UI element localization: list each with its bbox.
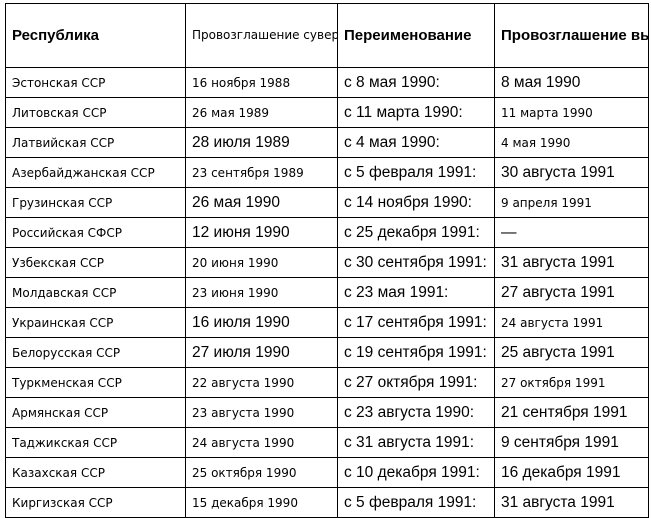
- sovereignty-date-cell: 23 сентября 1989: [185, 157, 338, 188]
- table-body: Эстонская ССР 16 ноября 1988 с 8 мая 1990:…: [5, 67, 649, 518]
- exit-date-cell: 4 мая 1990: [494, 127, 649, 158]
- renaming-cell: с 17 сентября 1991:: [337, 307, 495, 338]
- header-republic: Республика: [5, 3, 186, 68]
- exit-date-cell: 11 марта 1990: [494, 97, 649, 128]
- exit-date-cell: 16 декабря 1991: [494, 457, 649, 488]
- renaming-cell: с 31 августа 1991:: [337, 427, 495, 458]
- sovereignty-date-cell: 12 июня 1990: [185, 217, 338, 248]
- renaming-cell: с 23 августа 1990:: [337, 397, 495, 428]
- renaming-cell: с 30 сентября 1991:: [337, 247, 495, 278]
- table-row: Грузинская ССР 26 мая 1990 с 14 ноября 199…: [5, 187, 649, 218]
- republic-cell: Азербайджанская ССР: [5, 157, 186, 188]
- sovereignty-date-cell: 26 мая 1989: [185, 97, 338, 128]
- document-area: Республика Провозглашение суверенитета П…: [5, 3, 649, 518]
- exit-date-cell: 27 октября 1991: [494, 367, 649, 398]
- sovereignty-date-cell: 28 июля 1989: [185, 127, 338, 158]
- exit-date-cell: 9 апреля 1991: [494, 187, 649, 218]
- table-row: Таджикская ССР 24 августа 1990 с 31 август…: [5, 427, 649, 458]
- republic-cell: Таджикская ССР: [5, 427, 186, 458]
- republic-cell: Армянская ССР: [5, 397, 186, 428]
- republic-cell: Киргизская ССР: [5, 487, 186, 518]
- republic-cell: Молдавская ССР: [5, 277, 186, 308]
- sovereignty-date-cell: 16 июля 1990: [185, 307, 338, 338]
- table-row: Молдавская ССР 23 июня 1990 с 23 мая 1991:…: [5, 277, 649, 308]
- table-row: Узбекская ССР 20 июня 1990 с 30 сентября 1…: [5, 247, 649, 278]
- republic-cell: Литовская ССР: [5, 97, 186, 128]
- table-row: Киргизская ССР 15 декабря 1990 с 5 февраля…: [5, 487, 649, 518]
- exit-date-cell: 21 сентября 1991: [494, 397, 649, 428]
- exit-date-cell: 31 августа 1991: [494, 487, 649, 518]
- table-row: Азербайджанская ССР 23 сентября 1989 с 5 ф…: [5, 157, 649, 188]
- sovereignty-date-cell: 24 августа 1990: [185, 427, 338, 458]
- exit-date-cell: —: [494, 217, 649, 248]
- renaming-cell: с 23 мая 1991:: [337, 277, 495, 308]
- sovereignty-date-cell: 16 ноября 1988: [185, 67, 338, 98]
- republic-cell: Узбекская ССР: [5, 247, 186, 278]
- sovereignty-date-cell: 15 декабря 1990: [185, 487, 338, 518]
- exit-date-cell: 9 сентября 1991: [494, 427, 649, 458]
- republic-cell: Грузинская ССР: [5, 187, 186, 218]
- renaming-cell: с 10 декабря 1991:: [337, 457, 495, 488]
- table-row: Эстонская ССР 16 ноября 1988 с 8 мая 1990:…: [5, 67, 649, 98]
- header-renaming: Переименование: [337, 3, 495, 68]
- sovereignty-date-cell: 25 октября 1990: [185, 457, 338, 488]
- header-row: Республика Провозглашение суверенитета П…: [5, 3, 649, 68]
- republic-cell: Российская СФСР: [5, 217, 186, 248]
- sovereignty-date-cell: 23 июня 1990: [185, 277, 338, 308]
- republic-cell: Белорусская ССР: [5, 337, 186, 368]
- table-row: Российская СФСР 12 июня 1990 с 25 декабря …: [5, 217, 649, 248]
- exit-date-cell: 27 августа 1991: [494, 277, 649, 308]
- renaming-cell: с 25 декабря 1991:: [337, 217, 495, 248]
- republic-cell: Эстонская ССР: [5, 67, 186, 98]
- table-row: Армянская ССР 23 августа 1990 с 23 августа…: [5, 397, 649, 428]
- header-exit: Провозглашение выхода из состава СССР: [494, 3, 649, 68]
- header-sovereignty: Провозглашение суверенитета: [185, 3, 338, 68]
- sovereignty-date-cell: 27 июля 1990: [185, 337, 338, 368]
- exit-date-cell: 31 августа 1991: [494, 247, 649, 278]
- republic-cell: Казахская ССР: [5, 457, 186, 488]
- table-row: Туркменская ССР 22 августа 1990 с 27 октяб…: [5, 367, 649, 398]
- renaming-cell: с 27 октября 1991:: [337, 367, 495, 398]
- exit-date-cell: 24 августа 1991: [494, 307, 649, 338]
- republic-cell: Туркменская ССР: [5, 367, 186, 398]
- renaming-cell: с 4 мая 1990:: [337, 127, 495, 158]
- renaming-cell: с 19 сентября 1991:: [337, 337, 495, 368]
- table-row: Казахская ССР 25 октября 1990 с 10 декабря…: [5, 457, 649, 488]
- table-row: Украинская ССР 16 июля 1990 с 17 сентября …: [5, 307, 649, 338]
- republic-cell: Латвийская ССР: [5, 127, 186, 158]
- sovereignty-date-cell: 26 мая 1990: [185, 187, 338, 218]
- exit-date-cell: 25 августа 1991: [494, 337, 649, 368]
- renaming-cell: с 11 марта 1990:: [337, 97, 495, 128]
- renaming-cell: с 5 февраля 1991:: [337, 157, 495, 188]
- sovereignty-date-cell: 23 августа 1990: [185, 397, 338, 428]
- exit-date-cell: 30 августа 1991: [494, 157, 649, 188]
- sovereignty-date-cell: 22 августа 1990: [185, 367, 338, 398]
- renaming-cell: с 14 ноября 1990:: [337, 187, 495, 218]
- republics-table: Республика Провозглашение суверенитета П…: [5, 3, 649, 518]
- renaming-cell: с 5 февраля 1991:: [337, 487, 495, 518]
- republic-cell: Украинская ССР: [5, 307, 186, 338]
- table-row: Белорусская ССР 27 июля 1990 с 19 сентября…: [5, 337, 649, 368]
- renaming-cell: с 8 мая 1990:: [337, 67, 495, 98]
- table-row: Латвийская ССР 28 июля 1989 с 4 мая 1990: 4…: [5, 127, 649, 158]
- sovereignty-date-cell: 20 июня 1990: [185, 247, 338, 278]
- exit-date-cell: 8 мая 1990: [494, 67, 649, 98]
- table-row: Литовская ССР 26 мая 1989 с 11 марта 1990:…: [5, 97, 649, 128]
